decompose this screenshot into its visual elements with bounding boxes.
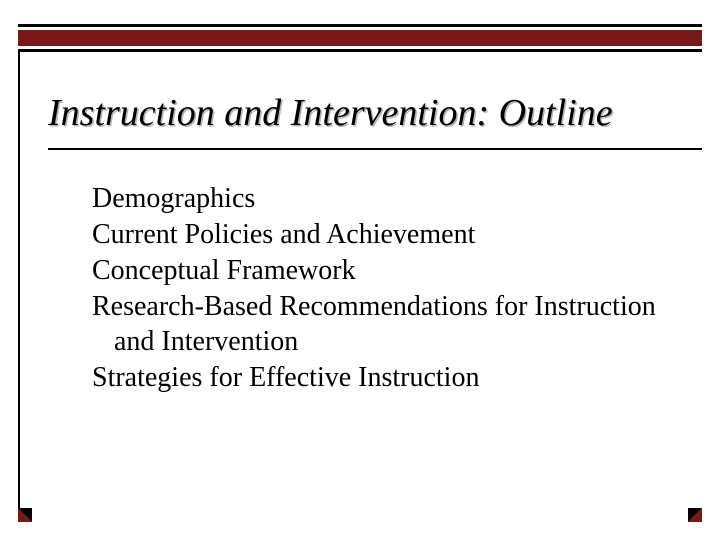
top-bar-thin-lower [18,49,702,52]
corner-ornament-bottom-right [688,508,702,522]
outline-item: Research-Based Recommendations for Instr… [92,290,660,358]
title-block: Instruction and Intervention: Outline [48,92,702,150]
slide-title: Instruction and Intervention: Outline [48,92,702,142]
outline-item: Current Policies and Achievement [92,218,660,252]
outline-item: Conceptual Framework [92,254,660,288]
top-bar-group [18,24,702,52]
slide: Instruction and Intervention: Outline De… [0,0,720,540]
body-block: Demographics Current Policies and Achiev… [92,182,660,397]
top-bar-thin-upper [18,24,702,27]
outline-item: Demographics [92,182,660,216]
corner-ornament-bottom-left [18,508,32,522]
top-bar-thick [18,30,702,46]
title-underline [48,148,702,150]
left-vertical-rule [18,52,20,522]
outline-item: Strategies for Effective Instruction [92,361,660,395]
